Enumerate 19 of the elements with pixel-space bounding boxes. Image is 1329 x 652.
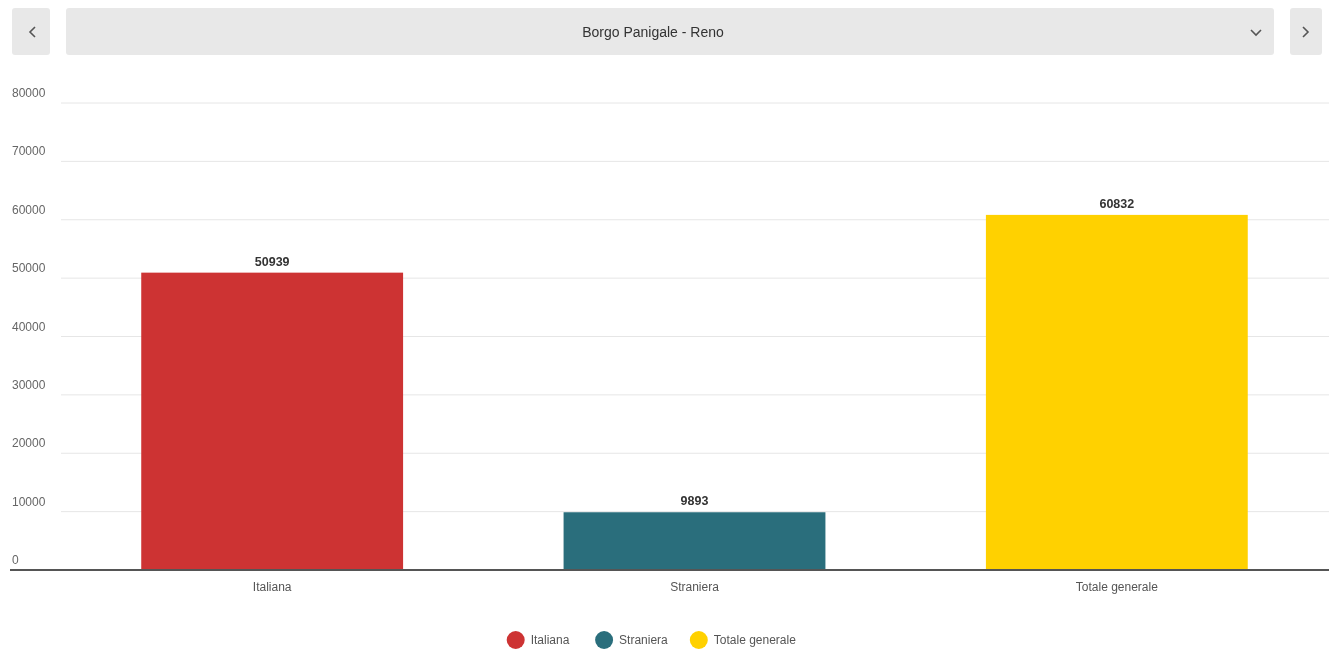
y-tick-label: 80000	[12, 86, 46, 100]
y-tick-label: 70000	[12, 144, 46, 159]
y-tick-label: 40000	[12, 319, 46, 334]
y-tick-label: 20000	[12, 436, 46, 451]
legend-label: Straniera	[619, 633, 669, 647]
x-tick-label: Straniera	[670, 580, 720, 594]
y-tick-label: 30000	[12, 377, 46, 392]
x-tick-label: Italiana	[252, 580, 292, 594]
legend-label: Italiana	[530, 633, 570, 647]
y-tick-label: 60000	[12, 202, 46, 217]
x-tick-label: Totale generale	[1075, 580, 1159, 594]
y-tick-label: 10000	[12, 494, 46, 509]
chart-title: Borgo Panigale - Reno	[582, 24, 725, 40]
data-label: 50939	[254, 254, 290, 269]
y-tick-label: 0	[12, 553, 19, 567]
legend-label: Totale generale	[713, 633, 797, 647]
data-label: 60832	[1099, 196, 1135, 211]
data-label: 9893	[680, 494, 709, 509]
y-tick-label: 50000	[12, 261, 46, 276]
